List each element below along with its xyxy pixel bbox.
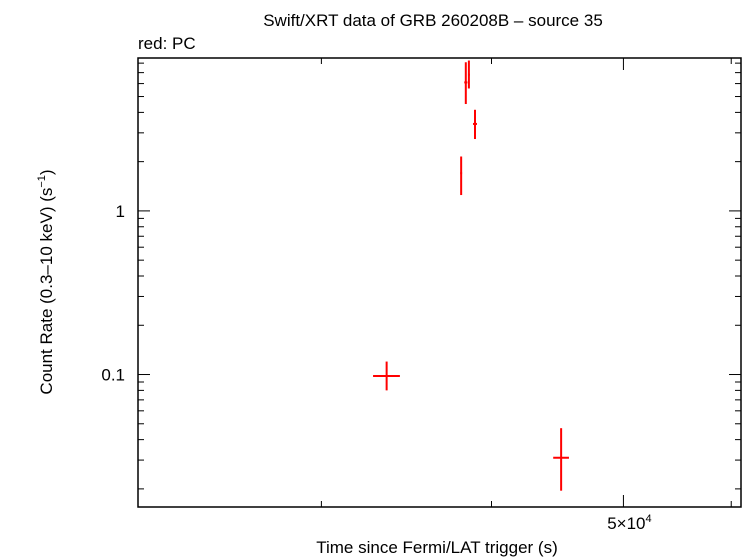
y-tick-label: 1 — [116, 202, 125, 221]
y-axis-label-close: ) — [37, 169, 56, 175]
y-axis-label-exponent: −1 — [36, 175, 48, 188]
data-point — [460, 156, 463, 196]
chart-subtitle: red: PC — [138, 34, 196, 53]
y-tick-label: 0.1 — [101, 366, 125, 385]
y-axis-label: Count Rate (0.3–10 keV) (s−1) — [36, 169, 56, 394]
data-points — [373, 60, 569, 491]
chart-title: Swift/XRT data of GRB 260208B – source 3… — [263, 11, 603, 30]
x-tick-label-exponent: 4 — [646, 513, 652, 525]
data-point — [464, 62, 468, 105]
data-point — [467, 60, 470, 89]
y-axis-label-main: Count Rate (0.3–10 keV) (s — [37, 188, 56, 395]
plot-frame — [137, 57, 742, 508]
data-point — [553, 428, 569, 491]
x-axis-label: Time since Fermi/LAT trigger (s) — [316, 538, 558, 557]
data-point — [473, 109, 477, 140]
data-point — [373, 361, 400, 391]
axis-ticks — [138, 58, 741, 507]
x-tick-label: 5×104 — [607, 513, 651, 533]
tick-labels: 1 0.1 5×104 — [101, 202, 651, 533]
x-tick-label-base: 5×10 — [607, 514, 645, 533]
